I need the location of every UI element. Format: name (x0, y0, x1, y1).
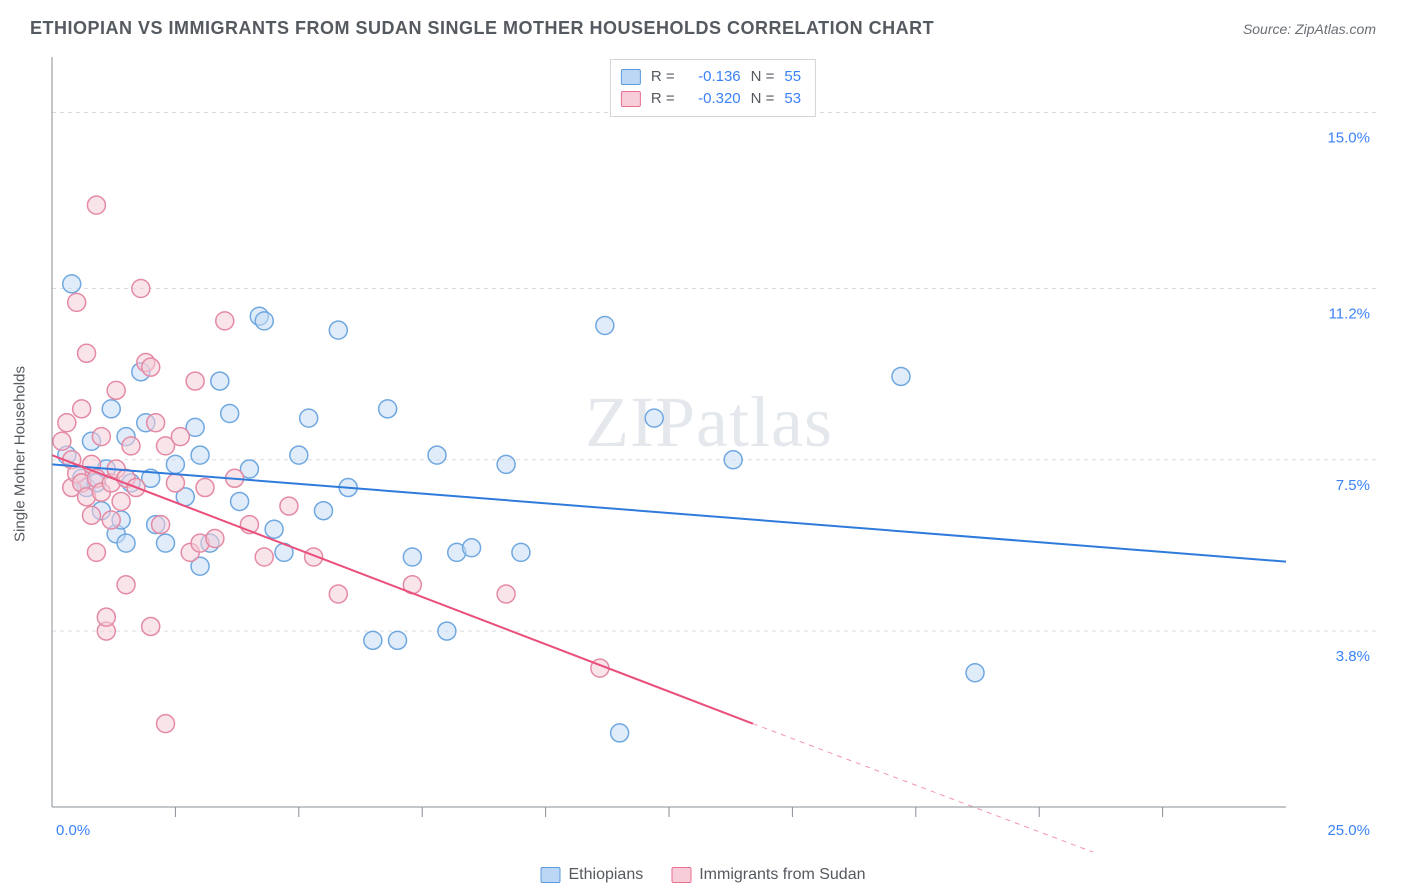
correlation-legend: R = -0.136 N = 55 R = -0.320 N = 53 (610, 59, 816, 117)
source-attribution: Source: ZipAtlas.com (1243, 21, 1376, 37)
svg-text:15.0%: 15.0% (1327, 130, 1370, 147)
series-legend: Ethiopians Immigrants from Sudan (541, 866, 866, 884)
series-legend-item: Ethiopians (541, 866, 644, 884)
svg-text:11.2%: 11.2% (1329, 305, 1370, 322)
legend-swatch (621, 91, 641, 107)
n-value: 53 (784, 88, 801, 110)
svg-text:ZIPatlas: ZIPatlas (585, 382, 833, 462)
correlation-legend-row: R = -0.320 N = 53 (621, 88, 801, 110)
y-axis-label: Single Mother Households (12, 366, 29, 542)
svg-text:7.5%: 7.5% (1336, 477, 1370, 494)
correlation-legend-row: R = -0.136 N = 55 (621, 66, 801, 88)
r-label: R = (651, 88, 675, 110)
legend-swatch (621, 69, 641, 85)
series-legend-item: Immigrants from Sudan (671, 866, 865, 884)
n-label: N = (751, 66, 775, 88)
n-value: 55 (784, 66, 801, 88)
svg-text:0.0%: 0.0% (56, 822, 90, 839)
scatter-plot: 3.8% 7.5% 11.2% 15.0% ZIPatlas 0.0% 25.0% (50, 55, 1376, 852)
chart-title: ETHIOPIAN VS IMMIGRANTS FROM SUDAN SINGL… (30, 18, 934, 39)
r-label: R = (651, 66, 675, 88)
series-legend-label: Immigrants from Sudan (699, 866, 865, 884)
series-legend-label: Ethiopians (569, 866, 644, 884)
r-value: -0.320 (685, 88, 741, 110)
legend-swatch (671, 867, 691, 883)
svg-text:25.0%: 25.0% (1327, 822, 1370, 839)
n-label: N = (751, 88, 775, 110)
svg-text:3.8%: 3.8% (1336, 648, 1370, 665)
chart-area: Single Mother Households 3.8%7.5%11.2%15… (50, 55, 1376, 852)
legend-swatch (541, 867, 561, 883)
r-value: -0.136 (685, 66, 741, 88)
